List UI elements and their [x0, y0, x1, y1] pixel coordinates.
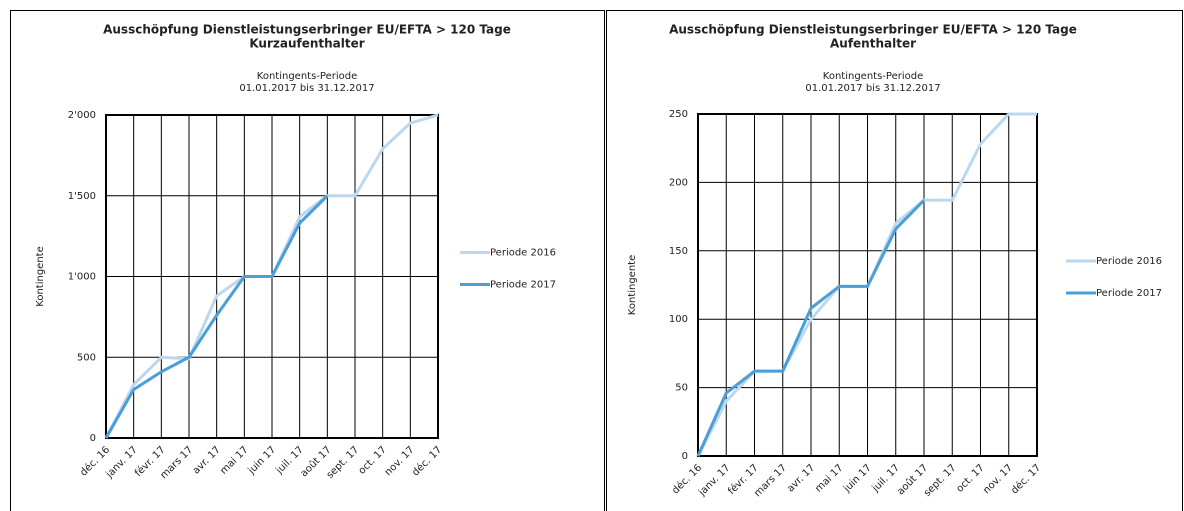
chart-title: Ausschöpfung Dienstleistungserbringer EU… — [669, 23, 1077, 37]
y-tick-label: 150 — [669, 246, 688, 257]
x-tick-label: juin 17 — [246, 444, 279, 477]
plot-frame — [105, 114, 439, 439]
y-tick-label: 50 — [675, 383, 688, 394]
y-tick-label: 1'000 — [68, 272, 96, 283]
chart-title: Ausschöpfung Dienstleistungserbringer EU… — [103, 23, 511, 37]
chart-subtitle: 01.01.2017 bis 31.12.2017 — [805, 83, 940, 94]
y-tick-label: 0 — [682, 451, 688, 462]
x-tick-label: avr. 17 — [191, 444, 223, 476]
panel-frame — [606, 10, 1183, 511]
x-tick-label: déc. 17 — [410, 444, 445, 479]
chart-title: Aufenthalter — [830, 37, 916, 51]
y-tick-label: 1'500 — [68, 191, 96, 202]
y-tick-label: 100 — [669, 314, 688, 325]
chart-subtitle: Kontingents-Periode — [257, 71, 357, 82]
y-tick-label: 2'000 — [68, 110, 96, 121]
y-tick-label: 200 — [669, 177, 688, 188]
x-tick-label: juin 17 — [841, 462, 874, 495]
y-tick-label: 0 — [90, 433, 96, 444]
x-tick-label: mai 17 — [218, 444, 250, 476]
y-tick-label: 250 — [669, 109, 688, 120]
legend-label: Periode 2016 — [1096, 256, 1162, 267]
y-tick-label: 500 — [77, 352, 96, 363]
x-tick-label: nov. 17 — [981, 462, 1015, 496]
x-tick-label: avr. 17 — [785, 462, 817, 494]
panel-frame — [10, 10, 605, 511]
x-tick-label: déc. 17 — [1009, 462, 1044, 497]
data-line — [696, 199, 926, 457]
y-axis-label: Kontingente — [35, 246, 46, 306]
plot-frame — [697, 113, 1038, 457]
legend-label: Periode 2017 — [1096, 288, 1162, 299]
chart-title: Kurzaufenthalter — [249, 37, 364, 51]
chart-subtitle: 01.01.2017 bis 31.12.2017 — [239, 83, 374, 94]
legend-label: Periode 2017 — [490, 280, 556, 291]
chart-subtitle: Kontingents-Periode — [823, 71, 923, 82]
x-tick-label: mai 17 — [813, 462, 845, 494]
y-axis-label: Kontingente — [627, 255, 638, 315]
data-line — [104, 194, 329, 439]
legend-label: Periode 2016 — [490, 248, 556, 259]
